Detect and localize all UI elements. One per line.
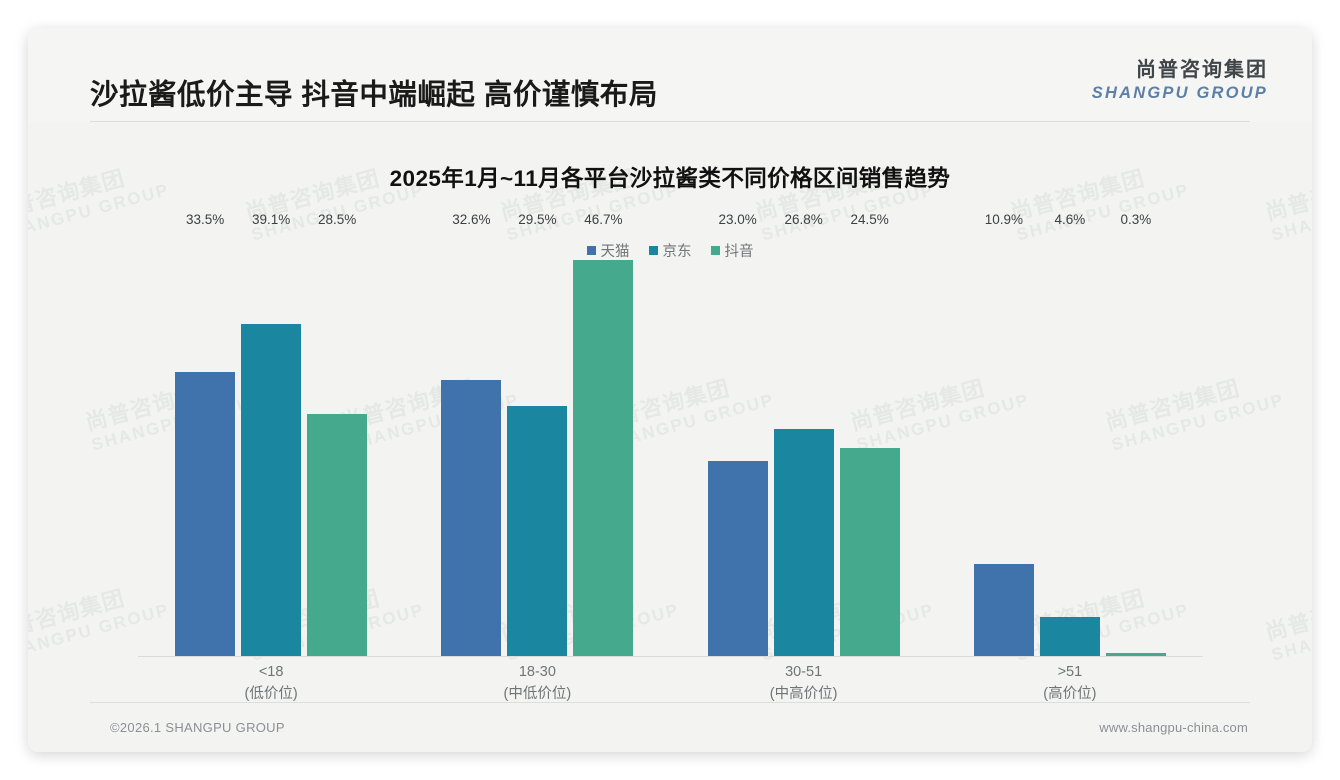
- bar-slot: 28.5%: [307, 212, 368, 656]
- bar-value-label: 10.9%: [984, 212, 1024, 227]
- legend-label: 抖音: [724, 244, 754, 260]
- bar-抖音-18-30[interactable]: 46.7%: [573, 212, 634, 656]
- bar-天猫->51[interactable]: 10.9%: [973, 212, 1034, 656]
- x-tick-sub: (低价位): [244, 685, 298, 702]
- bar-slot: 33.5%: [175, 212, 236, 656]
- bar-value-label: 24.5%: [850, 212, 889, 227]
- x-tick-main: 30-51: [785, 664, 823, 680]
- bar-京东-30-51[interactable]: 26.8%: [773, 212, 834, 656]
- chart-container: 尚普咨询集团 SHANGPU GROUP 尚普咨询集团 SHANGPU GROUP 尚普…: [28, 122, 1312, 702]
- legend-item-天猫[interactable]: 天猫: [586, 240, 630, 261]
- bar-value-label: 23.0%: [718, 212, 757, 227]
- legend-label: 天猫: [600, 244, 630, 260]
- bar-天猫-18-30[interactable]: 32.6%: [441, 212, 502, 656]
- bar-京东-<18[interactable]: 39.1%: [241, 212, 302, 656]
- footer-divider: [90, 702, 1250, 703]
- bar-group-<18: 33.5% 39.1% 28.5%: [138, 212, 404, 656]
- x-tick-sub: (中低价位): [503, 685, 572, 702]
- brand-logo: 尚普咨询集团 SHANGPU GROUP: [1092, 60, 1268, 102]
- legend-swatch-icon: [648, 246, 658, 255]
- bar-slot: 23.0%: [707, 212, 768, 656]
- x-axis-labels: <18 (低价位) 18-30 (中低价位) 30-51 (中高价位) >51 (高价位): [138, 662, 1203, 702]
- bar-slot: 39.1%: [241, 212, 302, 656]
- bar-value-label: 0.3%: [1120, 212, 1152, 227]
- x-tick-label-18-30: 18-30 (中低价位): [404, 662, 670, 702]
- bar-value-label: 39.1%: [251, 212, 291, 227]
- brand-logo-cn: 尚普咨询集团: [1136, 59, 1268, 81]
- header-divider: [90, 121, 1250, 122]
- bar-value-label: 26.8%: [784, 212, 823, 227]
- bar-group-30-51: 23.0% 26.8% 24.5%: [671, 212, 937, 656]
- bar-slot: 32.6%: [441, 212, 502, 656]
- bar-value-label: 28.5%: [317, 212, 357, 227]
- chart-title: 2025年1月~11月各平台沙拉酱类不同价格区间销售趋势: [389, 166, 951, 191]
- bar-抖音-30-51[interactable]: 24.5%: [839, 212, 900, 656]
- bar-slot: 4.6%: [1039, 212, 1100, 656]
- bar-抖音-<18[interactable]: 28.5%: [307, 212, 368, 656]
- slide-header: 沙拉酱低价主导 抖音中端崛起 高价谨慎布局 尚普咨询集团 SHANGPU GRO…: [28, 28, 1312, 122]
- page-title: 沙拉酱低价主导 抖音中端崛起 高价谨慎布局: [90, 79, 658, 111]
- bar-value-label: 4.6%: [1054, 212, 1086, 227]
- x-tick-label->51: >51 (高价位): [937, 662, 1203, 702]
- bar-slot: 26.8%: [773, 212, 834, 656]
- chart-legend: 天猫 京东 抖音: [28, 240, 1312, 261]
- legend-swatch-icon: [586, 246, 596, 255]
- footer-copyright: ©2026.1 SHANGPU GROUP: [110, 720, 285, 735]
- brand-logo-en: SHANGPU GROUP: [1091, 84, 1268, 102]
- x-tick-main: <18: [258, 664, 284, 680]
- bar-slot: 0.3%: [1105, 212, 1166, 656]
- bar-slot: 29.5%: [507, 212, 568, 656]
- bar-天猫-30-51[interactable]: 23.0%: [707, 212, 768, 656]
- x-axis-line: [138, 656, 1203, 657]
- slide-card: 沙拉酱低价主导 抖音中端崛起 高价谨慎布局 尚普咨询集团 SHANGPU GRO…: [28, 28, 1312, 752]
- chart-plot-area: 33.5% 39.1% 28.5% 32.6% 29.5% 46.7% 23.0% 26.8%…: [138, 212, 1203, 657]
- x-tick-main: 18-30: [518, 664, 556, 680]
- legend-label: 京东: [662, 244, 692, 260]
- legend-item-京东[interactable]: 京东: [648, 240, 692, 261]
- x-tick-sub: (中高价位): [769, 685, 838, 702]
- bar-group-18-30: 32.6% 29.5% 46.7%: [404, 212, 670, 656]
- bar-group->51: 10.9% 4.6% 0.3%: [937, 212, 1203, 656]
- slide-footer: ©2026.1 SHANGPU GROUP www.shangpu-china.…: [28, 702, 1312, 752]
- bar-value-label: 32.6%: [452, 212, 491, 227]
- bar-slot: 46.7%: [573, 212, 634, 656]
- bar-slot: 24.5%: [839, 212, 900, 656]
- bar-抖音->51[interactable]: 0.3%: [1105, 212, 1166, 656]
- bar-京东-18-30[interactable]: 29.5%: [507, 212, 568, 656]
- legend-item-抖音[interactable]: 抖音: [710, 240, 754, 261]
- bar-value-label: 29.5%: [518, 212, 557, 227]
- footer-website[interactable]: www.shangpu-china.com: [1099, 720, 1248, 735]
- x-tick-label-<18: <18 (低价位): [138, 662, 404, 702]
- bar-京东->51[interactable]: 4.6%: [1039, 212, 1100, 656]
- x-tick-label-30-51: 30-51 (中高价位): [671, 662, 937, 702]
- legend-swatch-icon: [710, 246, 720, 255]
- x-tick-sub: (高价位): [1043, 685, 1097, 702]
- bar-value-label: 33.5%: [185, 212, 225, 227]
- bar-value-label: 46.7%: [584, 212, 623, 227]
- bar-天猫-<18[interactable]: 33.5%: [175, 212, 236, 656]
- bar-slot: 10.9%: [973, 212, 1034, 656]
- x-tick-main: >51: [1057, 664, 1083, 680]
